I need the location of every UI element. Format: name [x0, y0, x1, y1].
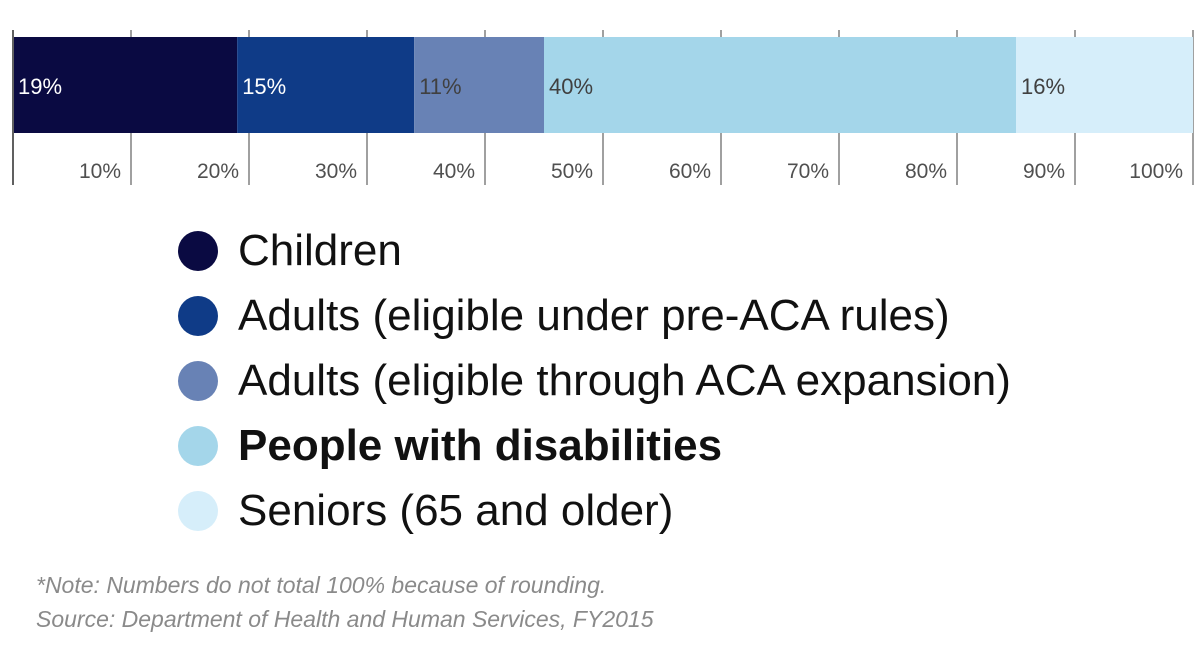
x-tick-label: 100%	[1129, 160, 1183, 183]
x-tick-label: 10%	[79, 160, 121, 183]
legend-label: Adults (eligible under pre-ACA rules)	[238, 290, 950, 340]
bar-segment	[1016, 37, 1193, 133]
legend: Children Adults (eligible under pre-ACA r…	[178, 218, 1011, 543]
chart-notes: *Note: Numbers do not total 100% because…	[36, 568, 654, 636]
stacked-bar-chart: 10% 20% 30% 40% 50% 60% 70% 80% 90% 100% 19% 15% 11%…	[12, 30, 1194, 185]
bar-segment	[544, 37, 1016, 133]
legend-label: Adults (eligible through ACA expansion)	[238, 355, 1011, 405]
legend-label: Seniors (65 and older)	[238, 485, 674, 535]
x-tick-label: 80%	[905, 160, 947, 183]
x-tick-label: 30%	[315, 160, 357, 183]
data-label: 16%	[1021, 74, 1065, 99]
x-tick-label: 20%	[197, 160, 239, 183]
x-tick-label: 40%	[433, 160, 475, 183]
source-note: Source: Department of Health and Human S…	[36, 606, 654, 632]
bar-segment	[13, 37, 238, 133]
legend-swatch	[178, 425, 218, 466]
legend-swatch	[178, 490, 218, 531]
data-label: 11%	[419, 74, 461, 99]
legend-item: Adults (eligible under pre-ACA rules)	[178, 283, 1011, 348]
x-tick-label: 70%	[787, 160, 829, 183]
data-label: 40%	[549, 74, 593, 99]
legend-label: People with disabilities	[238, 420, 723, 470]
x-tick-label: 50%	[551, 160, 593, 183]
legend-item: People with disabilities	[178, 413, 1011, 478]
bar-segment	[414, 37, 544, 133]
legend-label: Children	[238, 225, 402, 275]
rounding-note: *Note: Numbers do not total 100% because…	[36, 572, 607, 598]
legend-swatch	[178, 360, 218, 401]
legend-item: Seniors (65 and older)	[178, 478, 1011, 543]
legend-item: Children	[178, 218, 1011, 283]
data-label: 19%	[18, 74, 62, 99]
legend-item: Adults (eligible through ACA expansion)	[178, 348, 1011, 413]
legend-swatch	[178, 295, 218, 336]
x-tick-label: 90%	[1023, 160, 1065, 183]
bar-segment	[237, 37, 415, 133]
legend-swatch	[178, 230, 218, 271]
data-label: 15%	[242, 74, 286, 99]
x-tick-label: 60%	[669, 160, 711, 183]
